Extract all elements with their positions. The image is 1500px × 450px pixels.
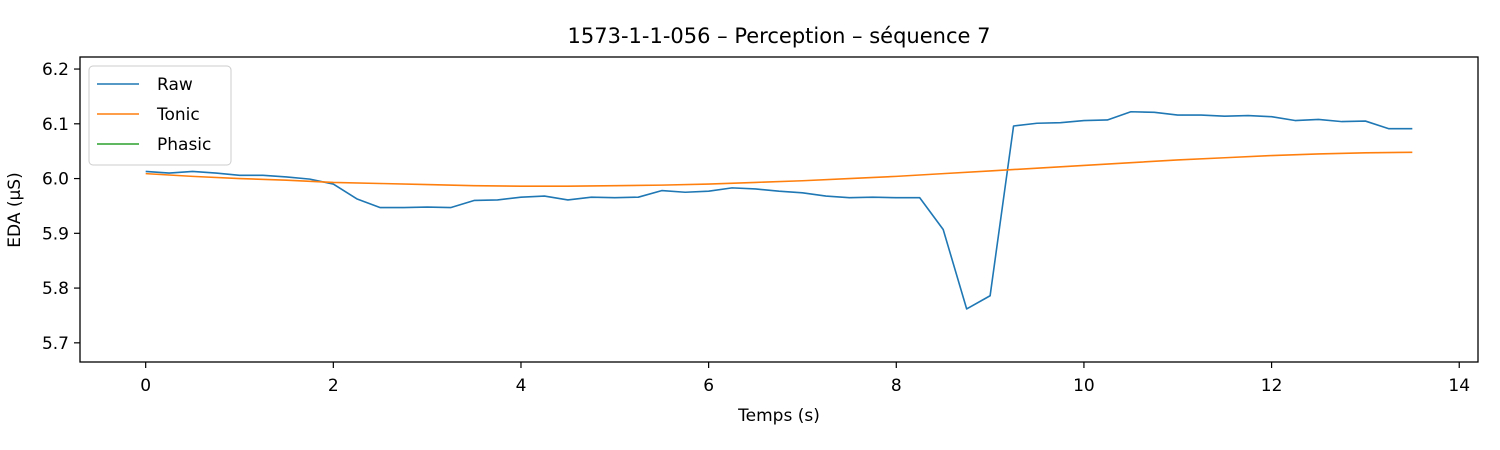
legend: Raw Tonic Phasic [88,65,232,166]
x-tick-label: 6 [703,376,714,396]
y-tick-label: 5.9 [42,224,69,244]
y-axis-label: EDA (µS) [5,172,25,247]
x-tick-label: 12 [1261,376,1283,396]
plot-frame [79,56,1479,363]
legend-entries: Raw Tonic Phasic [97,75,211,155]
legend-label-phasic: Phasic [157,135,211,155]
x-axis: 0 2 4 6 8 10 12 14 [140,362,1470,396]
legend-label-raw: Raw [157,75,193,95]
x-tick-label: 4 [516,376,527,396]
legend-label-tonic: Tonic [156,105,200,125]
y-tick-label: 5.7 [42,334,69,354]
series-line-tonic [145,151,1413,188]
y-tick-label: 6.2 [42,60,69,80]
y-tick-label: 5.8 [42,279,69,299]
x-tick-label: 2 [328,376,339,396]
y-axis: 5.7 5.8 5.9 6.0 6.1 6.2 [42,60,80,354]
x-tick-label: 14 [1448,376,1470,396]
x-axis-label: Temps (s) [737,406,820,426]
x-tick-label: 0 [140,376,151,396]
series-line-raw [145,110,1413,310]
x-tick-label: 10 [1073,376,1095,396]
y-tick-label: 6.1 [42,115,69,135]
series-layer [145,110,1413,310]
legend-frame [88,65,232,166]
chart-title: 1573-1-1-056 – Perception – séquence 7 [568,24,991,48]
y-tick-label: 6.0 [42,170,69,190]
plot-area: 0 2 4 6 8 10 12 14 5.7 5.8 5.9 6.0 6.1 6.2 [42,56,1479,396]
x-tick-label: 8 [891,376,902,396]
